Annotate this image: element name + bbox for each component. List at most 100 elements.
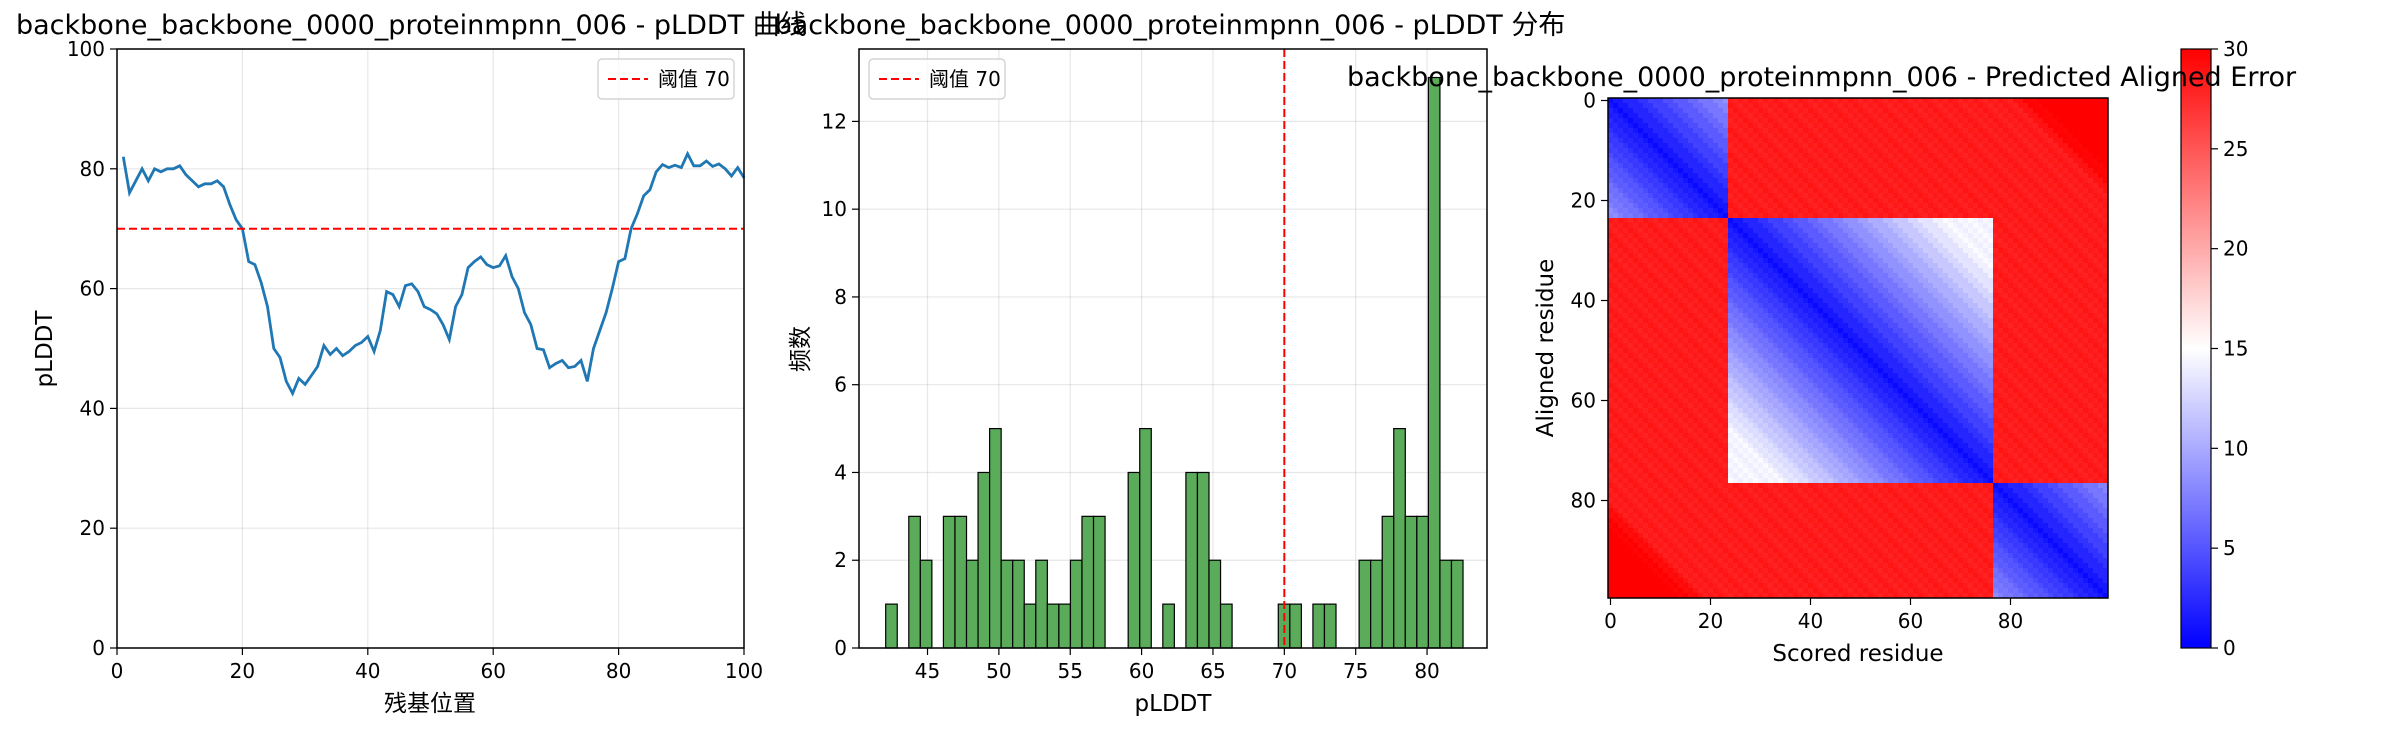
- heatmap-cell: [1793, 233, 1799, 239]
- heatmap-cell: [2013, 183, 2019, 189]
- heatmap-cell: [1898, 223, 1904, 229]
- heatmap-cell: [2028, 298, 2034, 304]
- heatmap-cell: [1768, 218, 1774, 224]
- heatmap-cell: [1708, 253, 1714, 259]
- heatmap-cell: [1678, 153, 1684, 159]
- heatmap-cell: [2103, 128, 2109, 134]
- heatmap-cell: [1733, 328, 1739, 334]
- heatmap-cell: [1653, 118, 1659, 124]
- heatmap-cell: [1773, 313, 1779, 319]
- heatmap-cell: [1723, 268, 1729, 274]
- heatmap-cell: [1798, 168, 1804, 174]
- heatmap-cell: [1968, 268, 1974, 274]
- heatmap-cell: [1808, 323, 1814, 329]
- heatmap-cell: [2093, 318, 2099, 324]
- heatmap-cell: [1738, 218, 1744, 224]
- heatmap-cell: [1783, 223, 1789, 229]
- heatmap-cell: [1763, 128, 1769, 134]
- heatmap-cell: [1678, 323, 1684, 329]
- heatmap-cell: [1718, 228, 1724, 234]
- heatmap-cell: [1848, 318, 1854, 324]
- heatmap-cell: [1678, 303, 1684, 309]
- heatmap-cell: [1658, 183, 1664, 189]
- heatmap-cell: [2018, 268, 2024, 274]
- heatmap-cell: [2063, 138, 2069, 144]
- heatmap-cell: [1733, 153, 1739, 159]
- heatmap-cell: [1918, 198, 1924, 204]
- heatmap-cell: [1968, 133, 1974, 139]
- heatmap-cell: [1608, 183, 1614, 189]
- heatmap-cell: [1983, 248, 1989, 254]
- heatmap-cell: [1828, 213, 1834, 219]
- heatmap-cell: [2068, 283, 2074, 289]
- heatmap-cell: [2018, 228, 2024, 234]
- heatmap-cell: [1733, 273, 1739, 279]
- heatmap-cell: [1933, 113, 1939, 119]
- heatmap-cell: [2098, 273, 2104, 279]
- heatmap-cell: [1828, 223, 1834, 229]
- heatmap-cell: [2103, 148, 2109, 154]
- heatmap-cell: [1733, 318, 1739, 324]
- heatmap-cell: [2088, 98, 2094, 104]
- heatmap-cell: [2048, 98, 2054, 104]
- heatmap-cell: [1958, 183, 1964, 189]
- heatmap-cell: [1833, 128, 1839, 134]
- heatmap-cell: [1773, 293, 1779, 299]
- heatmap-cell: [2048, 143, 2054, 149]
- heatmap-cell: [2013, 163, 2019, 169]
- heatmap-cell: [1673, 148, 1679, 154]
- heatmap-cell: [1888, 218, 1894, 224]
- heatmap-cell: [1733, 138, 1739, 144]
- heatmap-cell: [1898, 178, 1904, 184]
- heatmap-cell: [1798, 163, 1804, 169]
- heatmap-cell: [1633, 148, 1639, 154]
- heatmap-cell: [1818, 278, 1824, 284]
- heatmap-cell: [1773, 283, 1779, 289]
- heatmap-cell: [2088, 103, 2094, 109]
- heatmap-cell: [2038, 303, 2044, 309]
- heatmap-cell: [1658, 128, 1664, 134]
- heatmap-cell: [2038, 128, 2044, 134]
- heatmap-cell: [1808, 338, 1814, 344]
- heatmap-cell: [1743, 208, 1749, 214]
- heatmap-cell: [1683, 163, 1689, 169]
- heatmap-cell: [1843, 173, 1849, 179]
- heatmap-cell: [1698, 158, 1704, 164]
- heatmap-cell: [1988, 113, 1994, 119]
- heatmap-cell: [1848, 258, 1854, 264]
- heatmap-cell: [1998, 178, 2004, 184]
- heatmap-cell: [1698, 168, 1704, 174]
- heatmap-cell: [1938, 148, 1944, 154]
- heatmap-cell: [1903, 238, 1909, 244]
- heatmap-cell: [1978, 118, 1984, 124]
- heatmap-cell: [1813, 298, 1819, 304]
- heatmap-cell: [1838, 213, 1844, 219]
- heatmap-cell: [1743, 223, 1749, 229]
- heatmap-cell: [1793, 118, 1799, 124]
- heatmap-cell: [2013, 213, 2019, 219]
- heatmap-cell: [1983, 293, 1989, 299]
- heatmap-cell: [1673, 123, 1679, 129]
- heatmap-cell: [1718, 203, 1724, 209]
- heatmap-cell: [2038, 148, 2044, 154]
- heatmap-cell: [1643, 133, 1649, 139]
- heatmap-cell: [2078, 328, 2084, 334]
- heatmap-cell: [1773, 163, 1779, 169]
- heatmap-cell: [2078, 183, 2084, 189]
- heatmap-cell: [1928, 258, 1934, 264]
- heatmap-cell: [2018, 328, 2024, 334]
- heatmap-cell: [1773, 198, 1779, 204]
- heatmap-cell: [1628, 138, 1634, 144]
- heatmap-cell: [2103, 293, 2109, 299]
- heatmap-cell: [1883, 123, 1889, 129]
- heatmap-cell: [1953, 213, 1959, 219]
- heatmap-cell: [1778, 178, 1784, 184]
- heatmap-cell: [1778, 148, 1784, 154]
- heatmap-cell: [1913, 103, 1919, 109]
- heatmap-cell: [1983, 153, 1989, 159]
- heatmap-cell: [1963, 323, 1969, 329]
- heatmap-cell: [2043, 283, 2049, 289]
- heatmap-cell: [1698, 313, 1704, 319]
- heatmap-cell: [1923, 108, 1929, 114]
